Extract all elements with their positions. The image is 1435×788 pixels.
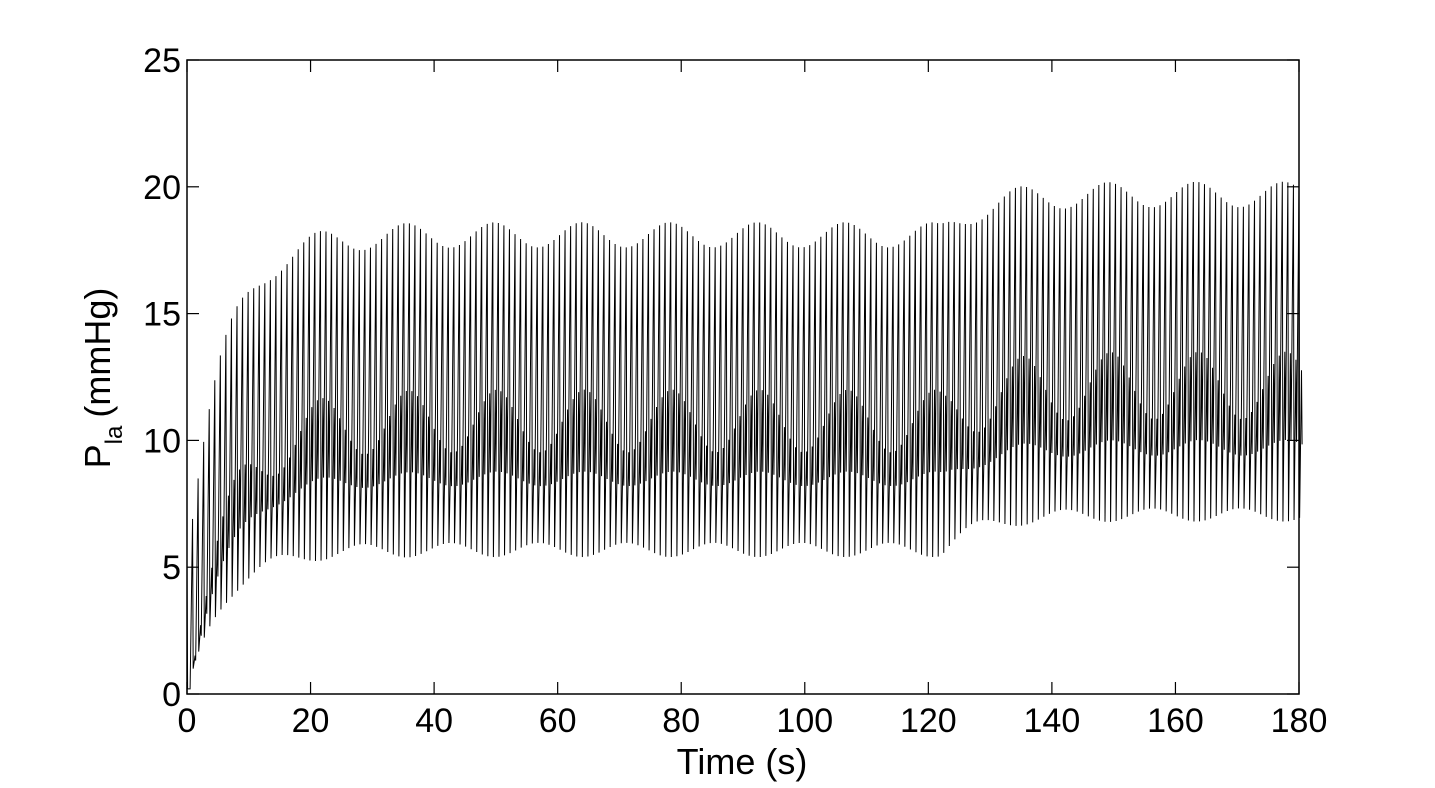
y-axis-title: Pla (mmHg) xyxy=(77,288,128,469)
x-tick-label: 180 xyxy=(1271,702,1328,740)
x-tick-label: 100 xyxy=(776,702,833,740)
axes-box xyxy=(186,59,1300,695)
series-line-pla xyxy=(186,181,1303,694)
y-axis-title-base: P xyxy=(77,444,118,468)
x-tick-label: 120 xyxy=(900,702,957,740)
x-tick-label: 0 xyxy=(178,702,197,740)
y-axis-title-subscript: la xyxy=(101,425,128,444)
y-tick-label: 10 xyxy=(143,422,181,460)
axis-labels: Time (s) Pla (mmHg) xyxy=(77,288,807,782)
x-axis-title: Time (s) xyxy=(677,741,808,782)
y-axis-title-unit: (mmHg) xyxy=(77,288,118,418)
y-tick-label: 0 xyxy=(162,676,181,714)
x-tick-label: 40 xyxy=(415,702,453,740)
axes: 0 20 40 60 80 100 120 140 160 180 0 5 10 15 20 25 xyxy=(143,42,1327,740)
x-tick-label: 60 xyxy=(539,702,577,740)
x-tick-label: 160 xyxy=(1147,702,1204,740)
x-tick-label: 80 xyxy=(662,702,700,740)
y-tick-label: 25 xyxy=(143,42,181,80)
x-tick-label: 20 xyxy=(292,702,330,740)
x-tick-label: 140 xyxy=(1024,702,1081,740)
y-tick-label: 5 xyxy=(162,549,181,587)
plot-area xyxy=(186,181,1303,694)
y-tick-label: 20 xyxy=(143,169,181,207)
y-tick-label: 15 xyxy=(143,296,181,334)
